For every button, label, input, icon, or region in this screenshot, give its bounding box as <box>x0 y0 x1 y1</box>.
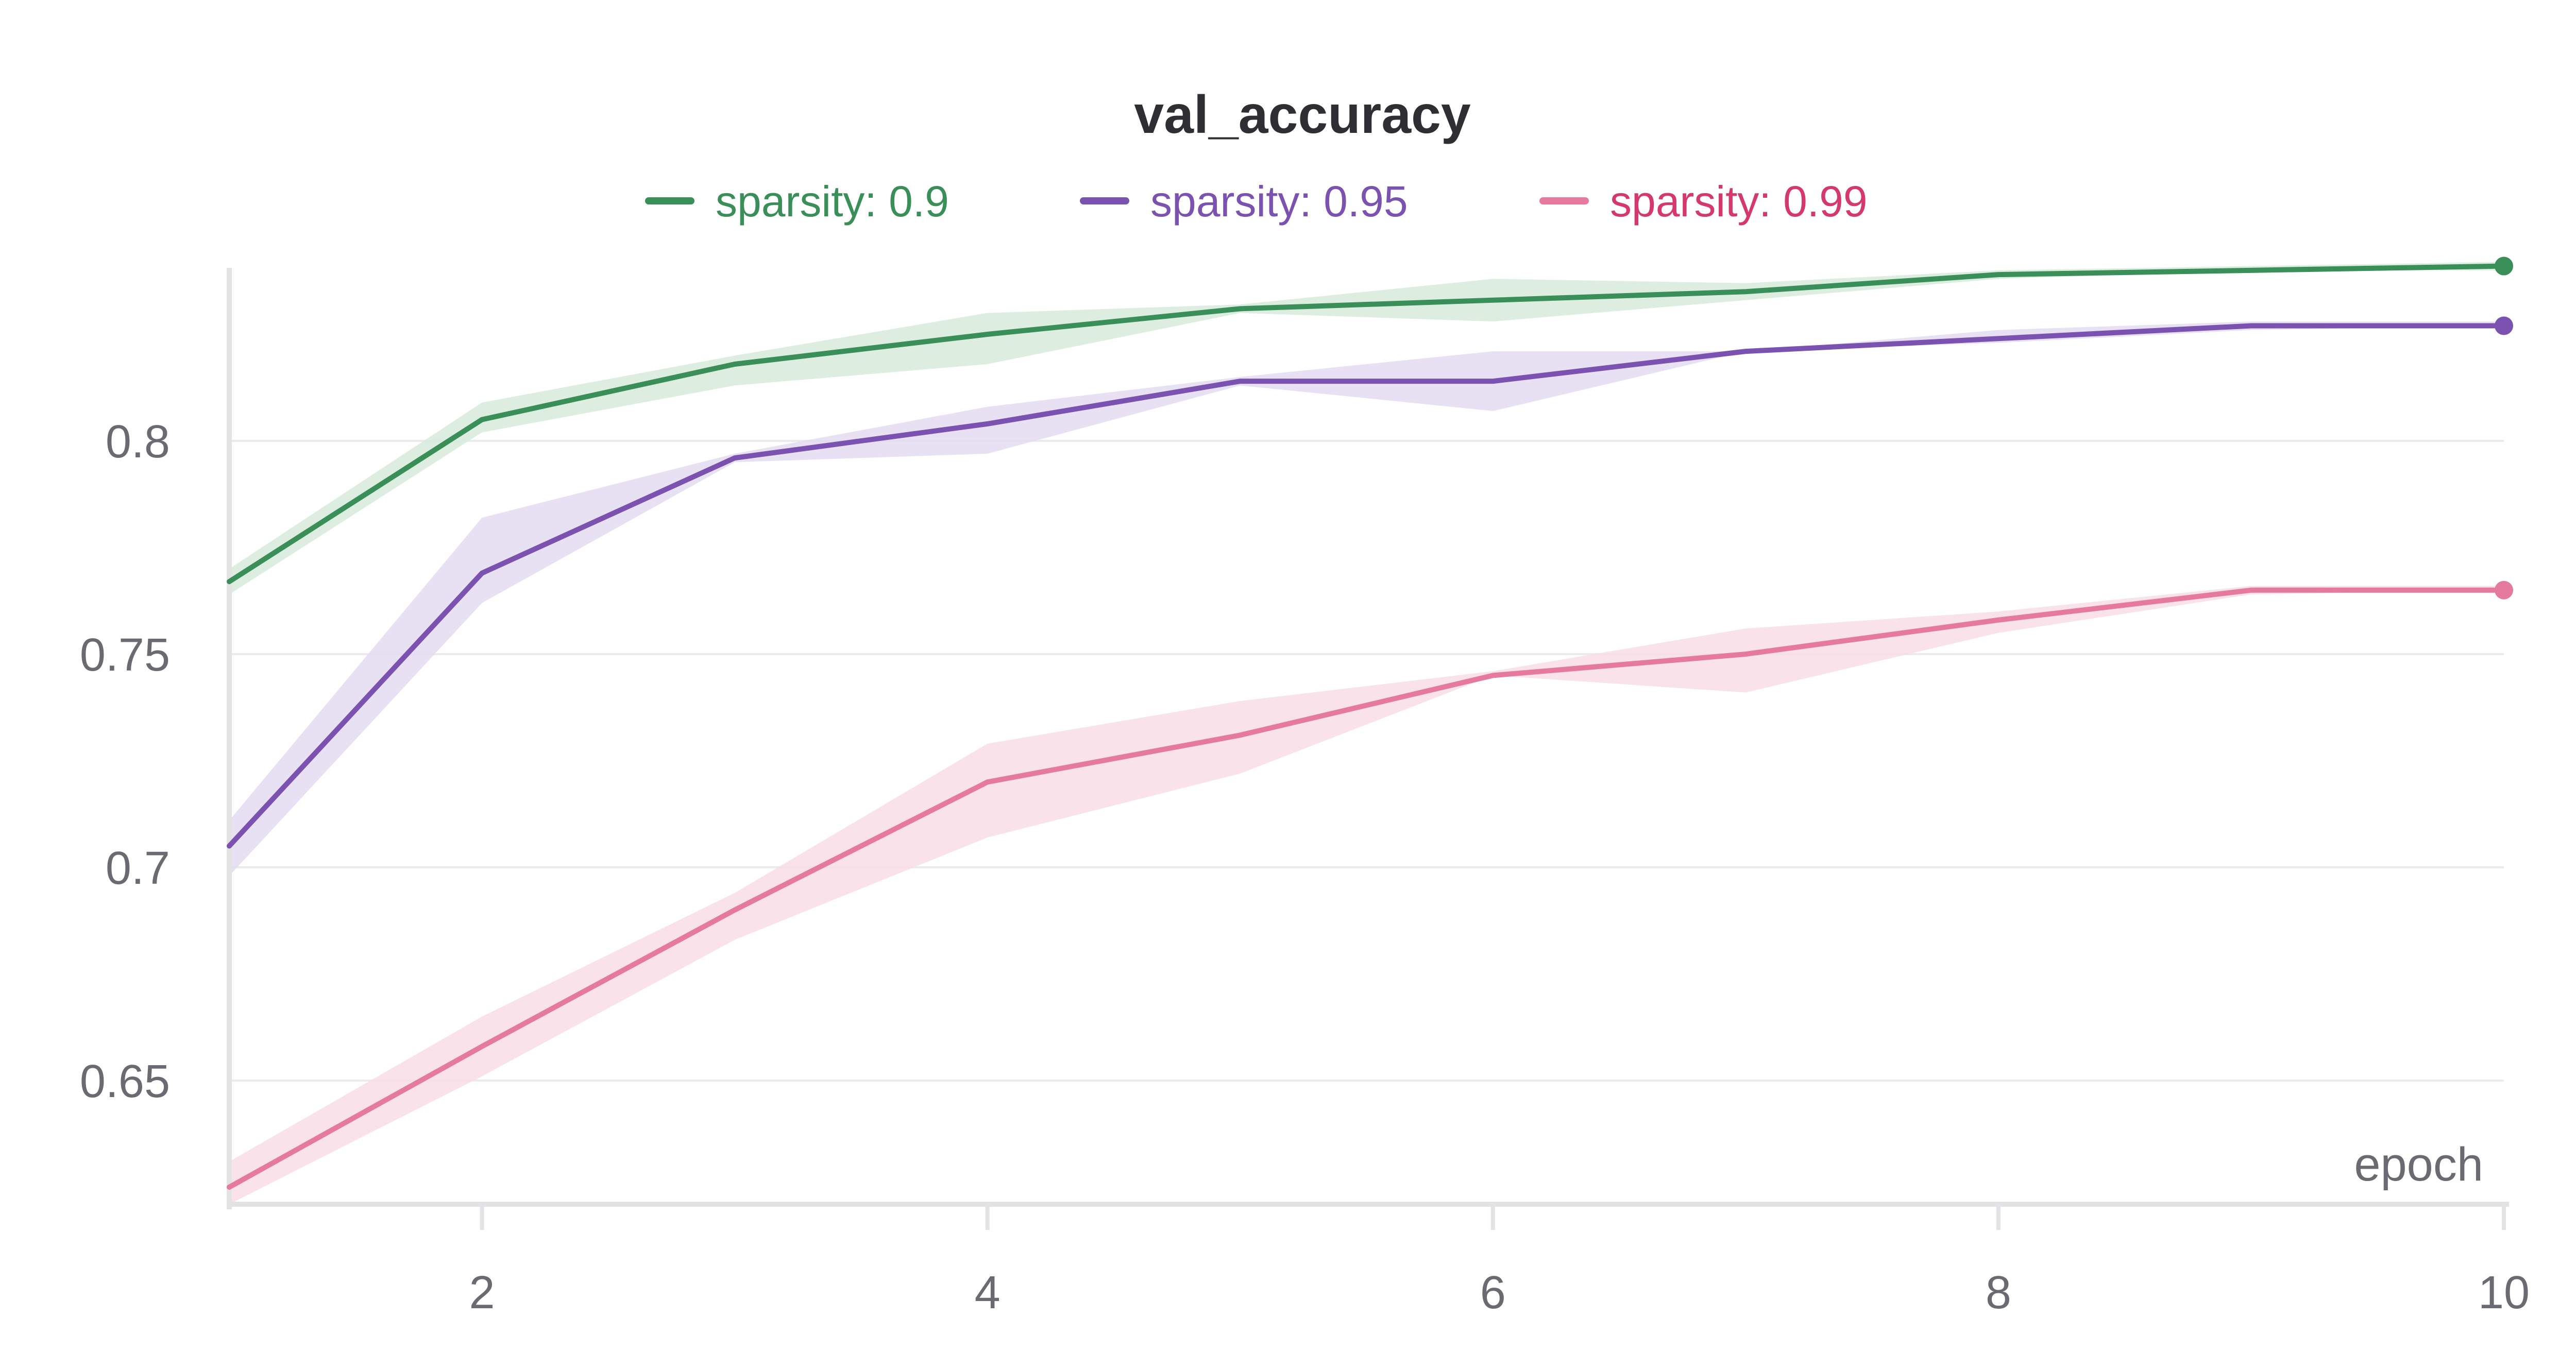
legend-label: sparsity: 0.99 <box>1610 177 1868 226</box>
y-tick-label: 0.8 <box>106 416 170 468</box>
x-axis-label: epoch <box>2354 1138 2483 1191</box>
x-tick-label: 10 <box>2478 1267 2530 1319</box>
axes <box>227 268 2509 1209</box>
x-axis-ticks: 2 4 6 8 10 <box>469 1204 2530 1319</box>
legend: sparsity: 0.9 sparsity: 0.95 sparsity: 0.9… <box>645 177 1868 226</box>
legend-label: sparsity: 0.95 <box>1150 177 1408 226</box>
endpoint-marker <box>2495 316 2513 335</box>
confidence-band <box>229 262 2504 595</box>
y-tick-label: 0.75 <box>80 629 170 681</box>
endpoint-marker <box>2495 580 2513 600</box>
grid-lines <box>229 440 2504 1082</box>
y-tick-label: 0.7 <box>106 843 170 894</box>
legend-label: sparsity: 0.9 <box>716 177 949 226</box>
confidence-band <box>229 586 2504 1204</box>
x-tick-label: 4 <box>975 1267 1001 1319</box>
series-line <box>227 263 2506 585</box>
chart-title: val_accuracy <box>1134 85 1471 145</box>
confidence-band <box>229 321 2504 876</box>
legend-item: sparsity: 0.95 <box>1080 177 1408 226</box>
endpoint-markers <box>2495 256 2513 600</box>
x-tick-label: 6 <box>1480 1267 1506 1319</box>
endpoint-marker <box>2495 256 2513 276</box>
series-lines <box>227 263 2506 1190</box>
x-tick-label: 8 <box>1986 1267 2011 1319</box>
y-tick-label: 0.65 <box>80 1056 170 1107</box>
x-tick-label: 2 <box>469 1267 495 1319</box>
confidence-bands <box>229 262 2504 1204</box>
series-line <box>227 587 2506 1190</box>
y-axis-ticks: 0.65 0.7 0.75 0.8 <box>80 416 170 1107</box>
series-line <box>227 323 2506 849</box>
legend-item: sparsity: 0.99 <box>1539 177 1868 226</box>
legend-item: sparsity: 0.9 <box>645 177 949 226</box>
